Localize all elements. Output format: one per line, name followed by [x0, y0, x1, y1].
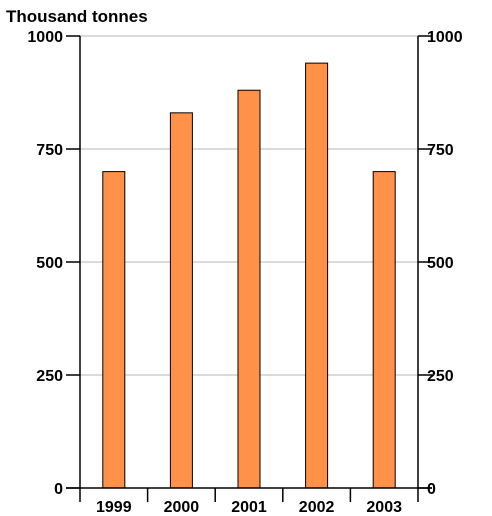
x-tick-label-2001: 2001 [231, 499, 267, 516]
left-tick-label-250: 250 [36, 368, 63, 385]
x-tick-label-2003: 2003 [366, 499, 402, 516]
left-tick-label-1000: 1000 [27, 29, 63, 46]
tick-labels: 0 0 250 250 500 500 750 750 1000 1000 1999 2000 2001… [27, 29, 462, 516]
right-tick-label-1000: 1000 [427, 29, 463, 46]
x-tick-label-1999: 1999 [96, 499, 132, 516]
bar-2000 [169, 112, 193, 489]
bars [102, 62, 396, 489]
axes [66, 35, 432, 502]
left-tick-label-500: 500 [36, 255, 63, 272]
right-tick-label-250: 250 [427, 368, 454, 385]
right-tick-label-750: 750 [427, 142, 454, 159]
left-tick-label-750: 750 [36, 142, 63, 159]
left-tick-label-0: 0 [54, 481, 63, 498]
right-tick-label-500: 500 [427, 255, 454, 272]
bar-2002 [305, 62, 329, 489]
bar-2001 [237, 89, 261, 489]
x-tick-label-2000: 2000 [164, 499, 200, 516]
y-axis-unit-label: Thousand tonnes [6, 7, 148, 26]
x-tick-label-2002: 2002 [299, 499, 335, 516]
bar-2003 [372, 171, 396, 489]
bar-1999 [102, 171, 126, 489]
right-tick-label-0: 0 [427, 481, 436, 498]
